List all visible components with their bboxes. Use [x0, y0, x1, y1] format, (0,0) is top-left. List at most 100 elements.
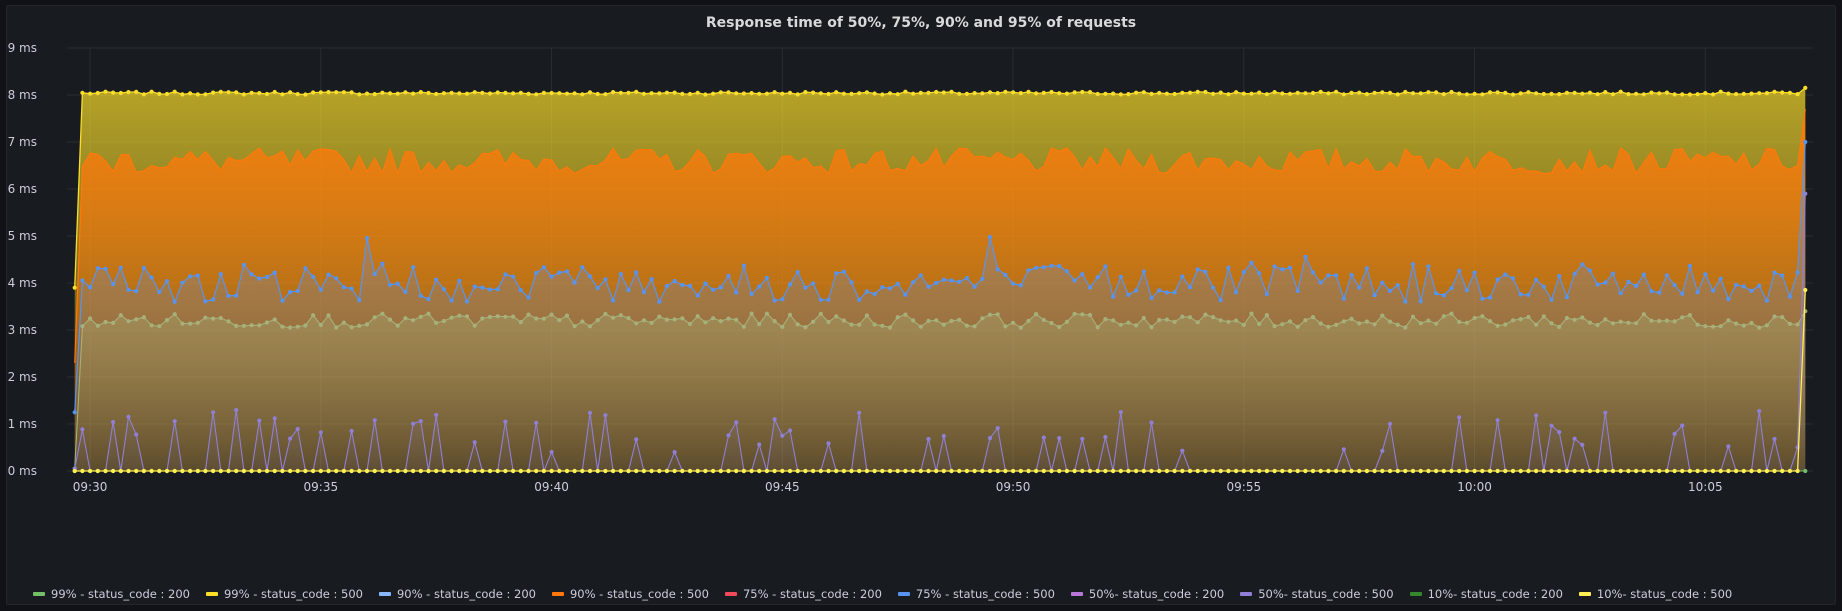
series-overlay-line-point [103, 319, 108, 325]
series-75-500-line-point [595, 285, 600, 291]
series-overlay-line-point [1618, 319, 1623, 324]
series-99-500-line-point [834, 90, 839, 95]
series-10-500-line-point [987, 468, 993, 474]
series-99-500-line-point [88, 91, 93, 96]
series-10-500-line-point [857, 468, 862, 474]
series-75-500-line-point [641, 290, 647, 295]
series-99-500-line-point [934, 89, 939, 95]
series-overlay-line-point [903, 312, 908, 317]
series-75-500-line-point [1757, 283, 1762, 288]
series-99-500-line-point [1372, 90, 1377, 95]
series-75-500-line-point [1410, 262, 1416, 267]
series-50-500-line-point [1680, 423, 1685, 428]
legend-item[interactable]: 50%- status_code : 200 [1070, 586, 1224, 602]
series-10-500-line-point [1564, 468, 1569, 474]
series-75-500-line-point [126, 287, 131, 292]
legend-item[interactable]: 75% - status_code : 200 [724, 586, 882, 602]
series-99-500-line-point [1441, 92, 1446, 97]
series-10-500-line-point [941, 468, 946, 474]
legend-item[interactable]: 90% - status_code : 200 [378, 586, 536, 602]
series-75-500-line-point [649, 277, 654, 282]
series-overlay-line-point [88, 316, 93, 321]
series-10-500-line-point [288, 468, 293, 474]
series-99-500-line-point [987, 90, 993, 95]
series-overlay-line-point [964, 323, 970, 328]
series-overlay-line-point [1772, 314, 1777, 319]
series-10-500-line-point [1049, 468, 1054, 474]
line-chart[interactable]: 0 ms 1 ms 2 ms 3 ms 4 ms 5 ms 6 ms 7 ms 8 ms 9 ms… [7, 6, 1837, 606]
series-10-500-line-point [634, 468, 639, 474]
series-99-500-line-point [72, 285, 77, 290]
series-99-500-line-point [349, 90, 354, 95]
series-10-500-line-point [1634, 468, 1639, 474]
series-50-500-line-point [503, 419, 508, 424]
legend-item[interactable]: 75% - status_code : 500 [897, 586, 1055, 602]
series-75-500-line-point [1118, 274, 1123, 279]
series-10-500-line-point [557, 468, 562, 474]
series-10-500-line-point [964, 468, 970, 474]
series-75-500-line-point [1680, 291, 1685, 296]
series-10-500-line-point [441, 468, 446, 474]
x-tick-label: 09:35 [304, 480, 339, 494]
legend-item[interactable]: 90% - status_code : 500 [551, 586, 709, 602]
series-75-500-line-point [1349, 272, 1354, 277]
series-99-500-line-point [634, 89, 639, 94]
series-75-500-line-point [1203, 269, 1208, 274]
series-99-500-line-point [1095, 91, 1100, 97]
series-10-500-line-point [172, 468, 177, 474]
series-10-500-line-point [734, 468, 739, 474]
series-overlay-line-point [1687, 313, 1692, 318]
series-99-500-line-point [1226, 92, 1231, 97]
series-10-500-line-point [472, 468, 477, 474]
series-75-500-line-point [1534, 277, 1539, 282]
series-99-500-line-point [657, 91, 662, 96]
series-10-500-line-point [349, 468, 354, 474]
series-75-500-line-point [334, 276, 339, 281]
series-overlay-line-point [1149, 325, 1154, 330]
series-99-500-line-point [1303, 91, 1308, 96]
series-75-500-line-point [1610, 271, 1616, 276]
series-75-500-line [74, 141, 1806, 413]
series-75-500-line-point [1134, 288, 1139, 293]
series-10-500-line-point [249, 468, 254, 474]
series-overlay-line-point [1364, 319, 1369, 324]
series-75-500-line-point [534, 270, 539, 276]
series-10-500-line-point [1449, 468, 1454, 474]
series-99-500-line-point [1495, 90, 1500, 95]
series-75-500-line-point [841, 269, 847, 274]
series-99-500-line-point [1487, 90, 1493, 95]
series-10-500-line-point [1249, 468, 1254, 474]
series-10-500-line-point [264, 468, 270, 474]
series-99-500-line-point [1526, 90, 1531, 95]
legend-item[interactable]: 99% - status_code : 200 [33, 586, 190, 602]
series-10-500-line-point [1364, 468, 1369, 474]
series-10-500-line-point [872, 468, 877, 474]
legend-item[interactable]: 10%- status_code : 500 [1578, 586, 1732, 602]
series-overlay-line-point [911, 318, 916, 323]
series-10-500-line-point [226, 468, 231, 474]
series-99-500-line-point [687, 91, 693, 97]
series-10-500-line-point [1434, 468, 1439, 474]
legend-item[interactable]: 99% - status_code : 500 [205, 586, 363, 602]
series-overlay-line-point [1072, 311, 1077, 316]
series-50-500-line-point [634, 437, 639, 442]
series-75-500-line-point [849, 280, 854, 285]
series-75-500-line-point [1541, 284, 1546, 289]
series-99-500-line-point [957, 91, 962, 96]
series-50-500-line-point [1557, 430, 1562, 435]
series-10-500-line-point [1041, 468, 1046, 474]
series-75-500-line-point [564, 269, 570, 274]
series-99-500-line-point [734, 91, 739, 96]
legend-item[interactable]: 50%- status_code : 500 [1240, 586, 1394, 602]
series-99-500-line-point [772, 90, 777, 95]
legend-item[interactable]: 10%- status_code : 200 [1409, 586, 1563, 602]
series-99-500-line-point [503, 90, 508, 95]
series-10-500-line-point [395, 468, 400, 474]
y-tick-label: 3 ms [8, 323, 37, 337]
series-99-500-line-point [803, 90, 808, 95]
series-10-500-line-point [511, 468, 516, 474]
series-99-500-line-point [603, 92, 608, 97]
series-99-500-line-point [1618, 89, 1623, 94]
series-10-500-line-point [1703, 468, 1708, 474]
series-99-500-line-point [1380, 90, 1385, 95]
